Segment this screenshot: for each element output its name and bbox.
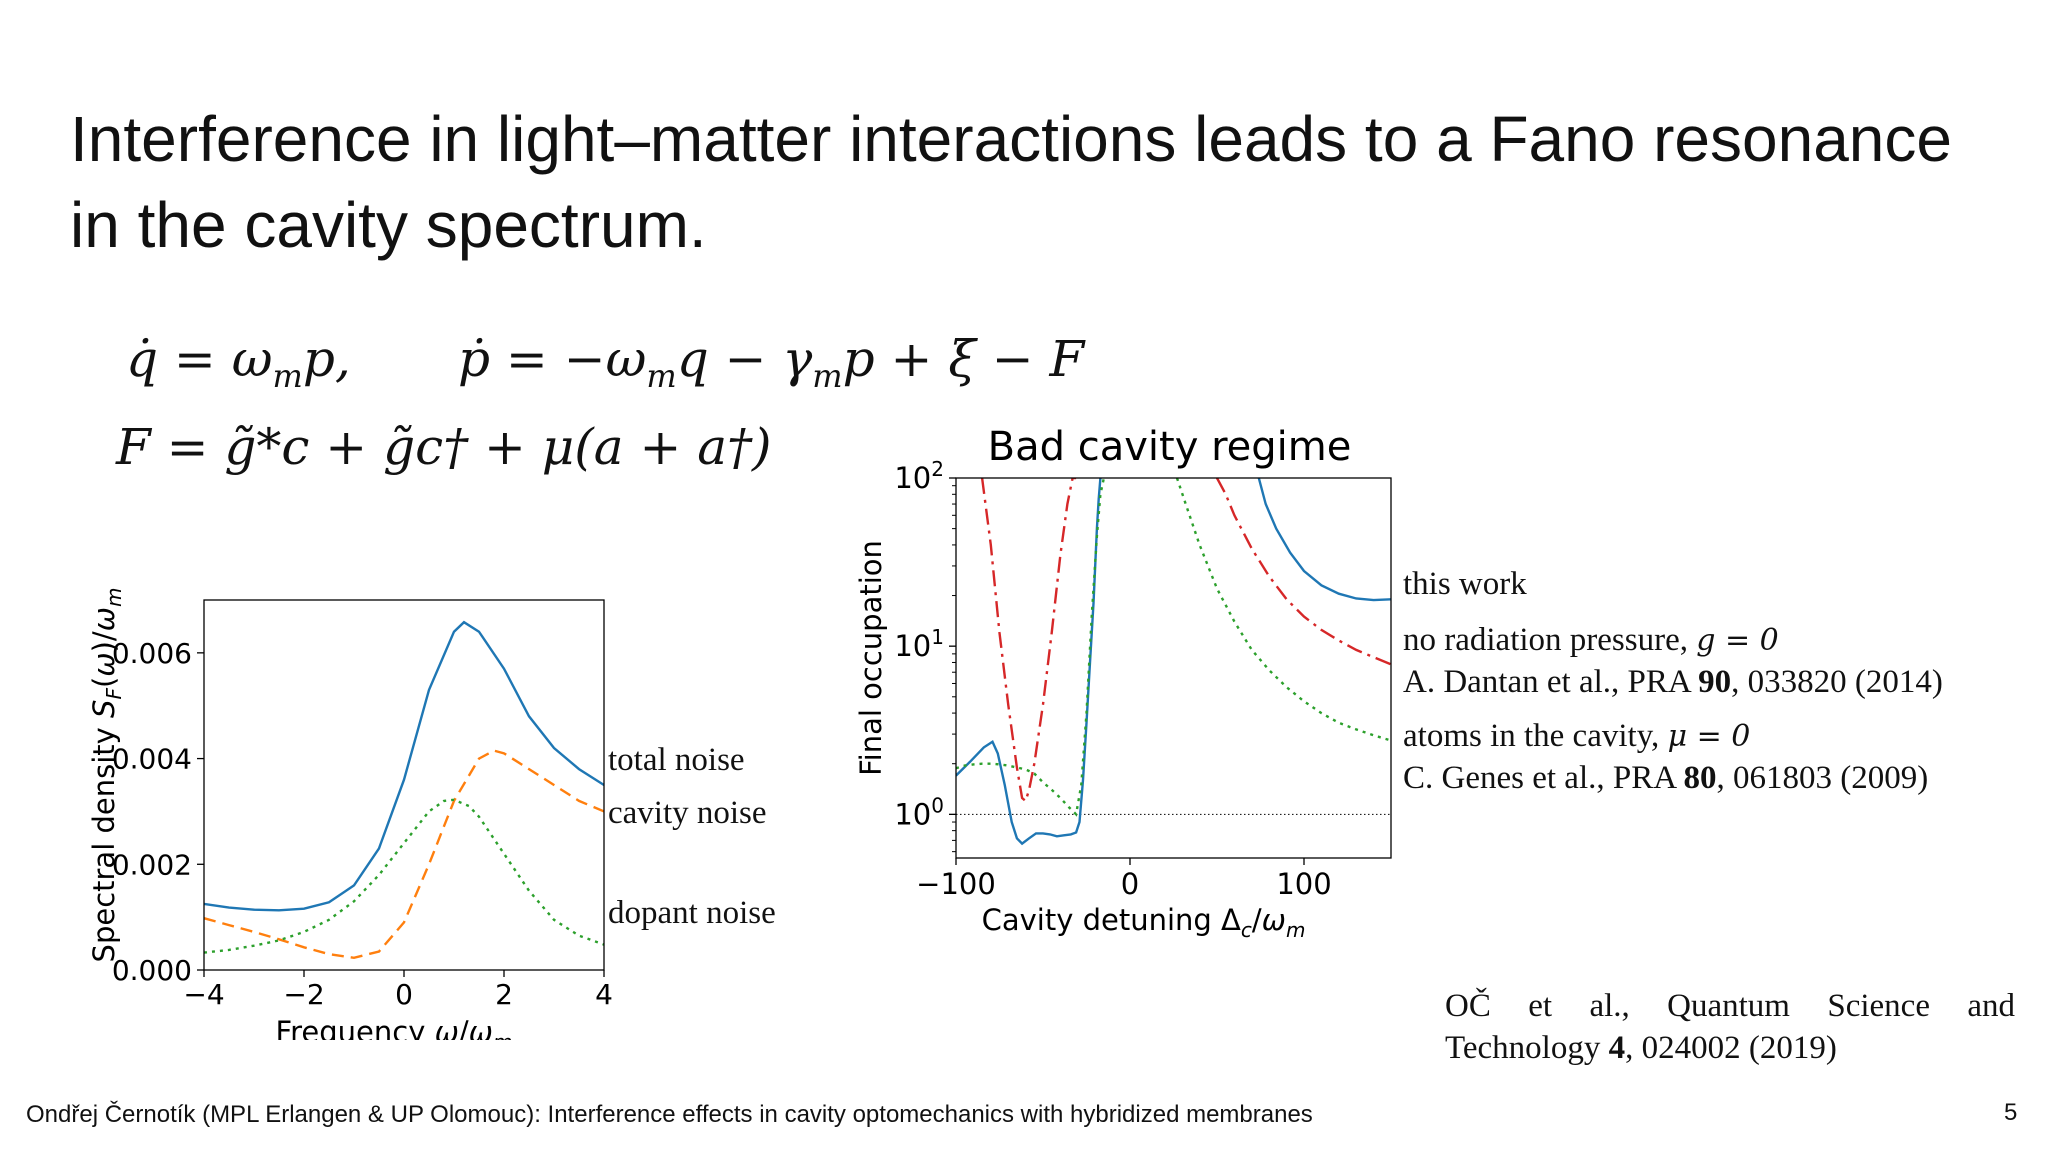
x-axis-label: Cavity detuning Δc/ωm [982, 903, 1306, 942]
series-line-2 [204, 798, 604, 954]
y-axis-label: Spectral density SF(ω)/ωm [87, 588, 126, 963]
reference-dantan: A. Dantan et al., PRA 90, 033820 (2014) [1403, 664, 1943, 700]
y-tick-label: 0.004 [112, 743, 192, 776]
series-line-2-seg-0 [956, 478, 1106, 817]
slide-title: Interference in light–matter interaction… [70, 103, 1952, 261]
plot-frame [203, 599, 605, 971]
series-line-0-seg-0 [956, 478, 1102, 846]
footer: Ondřej Černotík (MPL Erlangen & UP Olomo… [26, 1101, 1313, 1128]
legend-this-work: this work [1403, 566, 1527, 602]
y-tick-label: 0.002 [112, 848, 192, 881]
series-line-0 [204, 620, 604, 912]
x-tick-label: −100 [916, 867, 996, 901]
x-tick-label: 0 [395, 978, 413, 1011]
plot-frame [955, 477, 1392, 859]
series-line-2-seg-1 [1175, 478, 1391, 742]
y-tick-label: 0.000 [112, 954, 192, 987]
x-tick-label: 100 [1276, 867, 1331, 901]
reference-genes: C. Genes et al., PRA 80, 061803 (2009) [1403, 760, 1929, 796]
y-tick-label: 100 [894, 793, 944, 831]
equation-q-dot: q̇ = ωmp, [126, 330, 351, 395]
y-axis-label: Final occupation [854, 540, 888, 776]
y-tick-label: 0.006 [112, 637, 192, 670]
x-tick-label: −4 [183, 978, 224, 1011]
final-occupation-chart: −100 0 100 100 101 102 Bad cavity regime Cavity… [854, 424, 1392, 942]
series-line-1 [204, 749, 604, 960]
spectral-density-chart: −4 −2 0 2 4 0.000 0.002 0.004 0.006 Frequency ω/ω… [87, 588, 613, 1040]
citation: OČ et al., Quantum Science and Technolog… [1445, 988, 2015, 1066]
legend-atoms-in-cavity: atoms in the cavity, μ = 0 [1403, 718, 1751, 754]
page-number: 5 [2004, 1099, 2018, 1126]
y-tick-label: 102 [894, 457, 944, 495]
series-line-1-seg-0 [980, 478, 1077, 804]
x-tick-label: 0 [1121, 867, 1139, 901]
legend-dopant-noise: dopant noise [608, 895, 776, 931]
series-line-0-seg-1 [1257, 478, 1391, 602]
x-tick-label: 4 [595, 978, 613, 1011]
legend-cavity-noise: cavity noise [608, 795, 767, 831]
x-axis-label: Frequency ω/ωm [276, 1015, 513, 1040]
chart-title: Bad cavity regime [988, 424, 1352, 470]
series-line-1-seg-1 [1215, 478, 1391, 666]
legend-no-radiation-pressure: no radiation pressure, g = 0 [1403, 622, 1779, 658]
equation-force: F = g̃*c + g̃c† + μ(a + a†) [116, 418, 772, 476]
legend-total-noise: total noise [608, 742, 745, 778]
x-tick-label: 2 [495, 978, 513, 1011]
equation-p-dot: ṗ = −ωmq − γmp + ξ − F [458, 330, 1085, 395]
x-tick-label: −2 [283, 978, 324, 1011]
y-tick-label: 101 [894, 625, 944, 663]
